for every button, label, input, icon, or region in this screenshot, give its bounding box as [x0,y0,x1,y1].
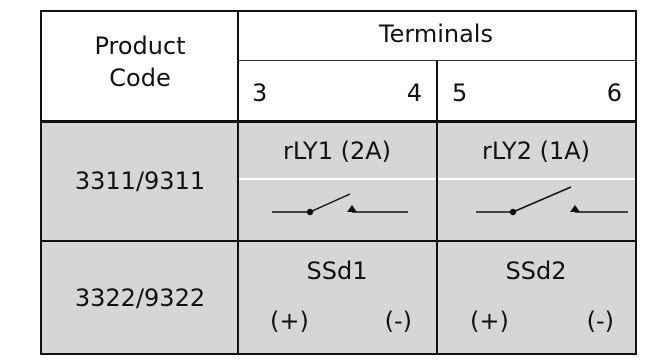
relay-1-label: rLY1 (2A) [282,137,392,165]
terminal-number-5: 5 [452,79,468,107]
product-code-header-line1: Product [94,32,186,60]
ssd-2-label: SSd2 [505,257,567,285]
relay-2-contact-symbol [476,186,628,216]
column-divider-terminals [436,60,438,355]
relay-2-label: rLY2 (1A) [481,137,591,165]
row-3311-background [41,122,636,240]
table-border-bottom [40,353,637,355]
header-divider [40,120,637,123]
ssd-1-label: SSd1 [306,257,368,285]
ssd-2-negative: (-) [586,307,614,335]
product-code-3311: 3311/9311 [74,167,206,195]
row-3322-background [41,242,636,354]
table-border-top [40,10,637,12]
terminals-header: Terminals [379,20,493,48]
terminal-number-3: 3 [252,79,268,107]
product-code-header-line2: Code [109,64,171,92]
column-divider-code [237,10,239,355]
row-divider [40,240,637,242]
ssd-1-positive: (+) [270,307,309,335]
table-border-right [635,10,637,355]
ssd-2-positive: (+) [470,307,509,335]
relay-1-contact-symbol [272,193,408,216]
table-border-left [40,10,42,355]
product-code-3322: 3322/9322 [74,284,206,312]
ssd-1-negative: (-) [384,307,412,335]
terminal-number-4: 4 [406,79,422,107]
terminals-subheader-divider [237,60,637,61]
terminal-number-6: 6 [606,79,622,107]
